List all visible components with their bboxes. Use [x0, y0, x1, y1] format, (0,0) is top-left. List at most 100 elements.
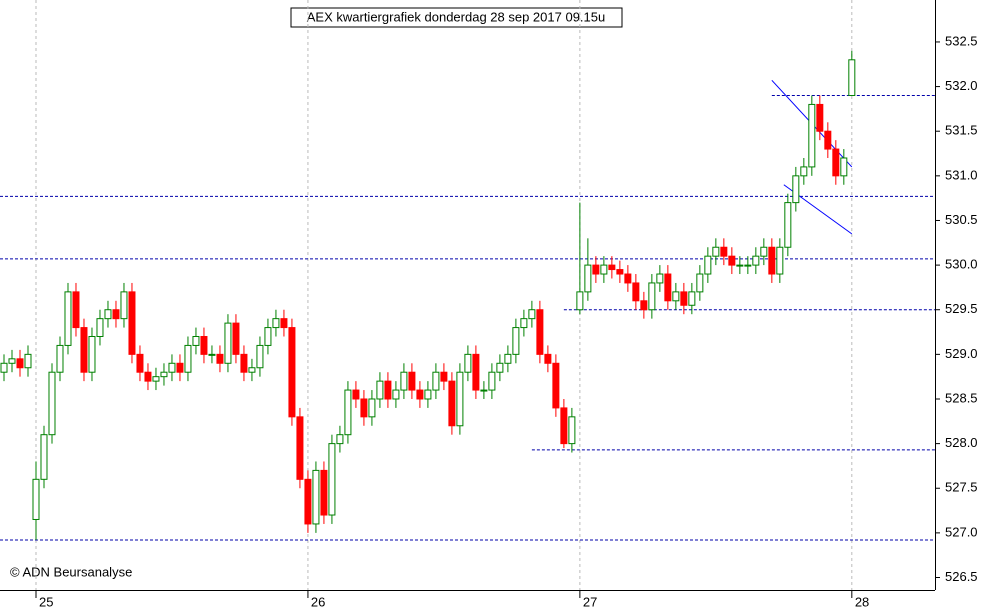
candle-body [152, 376, 160, 382]
credit: © ADN Beursanalyse [10, 564, 132, 579]
candle-body [408, 371, 416, 391]
chart-title: AEX kwartiergrafiek donderdag 28 sep 201… [307, 9, 605, 24]
candle-body [736, 264, 744, 267]
candle-body [696, 273, 704, 293]
y-tick-label: 531.5 [945, 123, 978, 138]
y-tick-label: 529.0 [945, 346, 978, 361]
candle-body [320, 469, 328, 516]
y-tick-label: 527.5 [945, 480, 978, 495]
candle-body [112, 309, 120, 320]
candle-body [432, 371, 440, 391]
candle-body [456, 371, 464, 427]
candle-body [160, 371, 168, 378]
candle-body [192, 336, 200, 346]
candle-body [800, 166, 808, 177]
candle-body [704, 255, 712, 275]
candle-body [216, 353, 224, 364]
x-tick-label: 25 [39, 594, 53, 609]
candle-body [288, 327, 296, 418]
candle-body [304, 478, 312, 525]
candle-body [640, 300, 648, 311]
candle-body [528, 309, 536, 320]
candle-body [128, 291, 136, 355]
candle-body [104, 309, 112, 320]
candle-body [32, 478, 40, 520]
candle-body [272, 318, 280, 329]
candle-body [120, 291, 128, 320]
candle-body [472, 353, 480, 391]
y-tick-label: 532.0 [945, 78, 978, 93]
x-tick-label: 27 [583, 594, 597, 609]
candle-body [832, 148, 840, 177]
candle-body [416, 389, 424, 400]
x-tick-label: 26 [311, 594, 325, 609]
candle-body [8, 358, 16, 364]
candle-body [544, 353, 552, 364]
candle-body [496, 362, 504, 373]
candle-body [552, 362, 560, 409]
candle-body [248, 367, 256, 373]
y-tick-label: 531.0 [945, 167, 978, 182]
candle-body [240, 353, 248, 373]
y-tick-label: 529.5 [945, 301, 978, 316]
title-box [290, 7, 623, 28]
y-tick-label: 530.5 [945, 212, 978, 227]
y-tick-label: 526.5 [945, 569, 978, 584]
candle-body [824, 130, 832, 150]
candle-body [480, 389, 488, 392]
candle-body [632, 282, 640, 302]
candle-body [48, 371, 56, 436]
candle-body [784, 202, 792, 248]
candle-body [840, 157, 848, 177]
candle-body [176, 362, 184, 373]
candle-body [368, 398, 376, 418]
candle-body [760, 246, 768, 257]
candle-body [400, 371, 408, 391]
candle-body [64, 291, 72, 346]
y-tick-label: 528.5 [945, 390, 978, 405]
y-tick-label: 528.0 [945, 435, 978, 450]
candle-body [296, 416, 304, 480]
candle-body [352, 389, 360, 400]
candle-body [720, 246, 728, 257]
candle-body [280, 318, 288, 329]
candle-body [16, 358, 24, 369]
candle-body [512, 327, 520, 355]
candle-body [576, 291, 584, 311]
candle-body [136, 353, 144, 373]
candle-body [384, 380, 392, 400]
candle-body [336, 434, 344, 445]
candle-body [776, 246, 784, 275]
candle-body [0, 362, 8, 373]
candle-body [168, 362, 176, 373]
candle-body [808, 103, 816, 168]
candle-body [584, 264, 592, 293]
candle-body [520, 318, 528, 329]
candle-body [504, 353, 512, 364]
candle-body [264, 327, 272, 346]
candle-body [256, 344, 264, 369]
candle-body [664, 273, 672, 302]
candle-body [144, 371, 152, 382]
candle-body [440, 371, 448, 382]
candle-body [600, 264, 608, 275]
candle-body [224, 322, 232, 364]
candle-body [344, 389, 352, 436]
candle-body [592, 264, 600, 275]
candle-body [464, 353, 472, 373]
candle-body [744, 264, 752, 267]
candle-body [768, 246, 776, 275]
candle-body [80, 327, 88, 373]
x-tick-label: 28 [855, 594, 869, 609]
candle-body [848, 59, 856, 97]
y-tick-label: 530.0 [945, 257, 978, 272]
candle-body [560, 407, 568, 445]
candle-body [688, 291, 696, 306]
candle-body [376, 380, 384, 400]
candle-body [656, 273, 664, 284]
candle-body [536, 309, 544, 355]
candle-body [328, 443, 336, 516]
candle-body [648, 282, 656, 311]
